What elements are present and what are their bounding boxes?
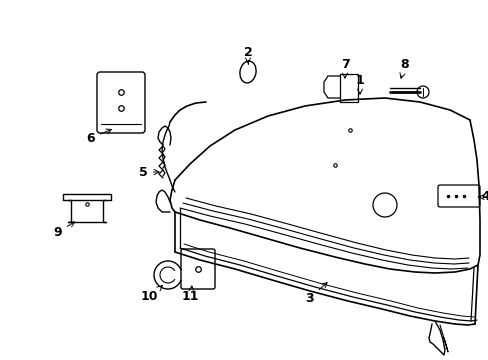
Text: 9: 9 bbox=[53, 222, 75, 238]
FancyBboxPatch shape bbox=[181, 249, 215, 289]
Text: 3: 3 bbox=[305, 283, 326, 305]
Text: 5: 5 bbox=[139, 166, 159, 179]
Text: 11: 11 bbox=[182, 286, 199, 303]
FancyBboxPatch shape bbox=[97, 72, 145, 133]
Text: 1: 1 bbox=[355, 73, 364, 94]
Text: 6: 6 bbox=[86, 129, 111, 144]
Text: 7: 7 bbox=[340, 58, 348, 78]
Text: 4: 4 bbox=[477, 190, 488, 203]
Text: 2: 2 bbox=[243, 45, 252, 63]
Text: 8: 8 bbox=[399, 58, 408, 78]
FancyBboxPatch shape bbox=[437, 185, 479, 207]
Text: 10: 10 bbox=[140, 285, 162, 303]
